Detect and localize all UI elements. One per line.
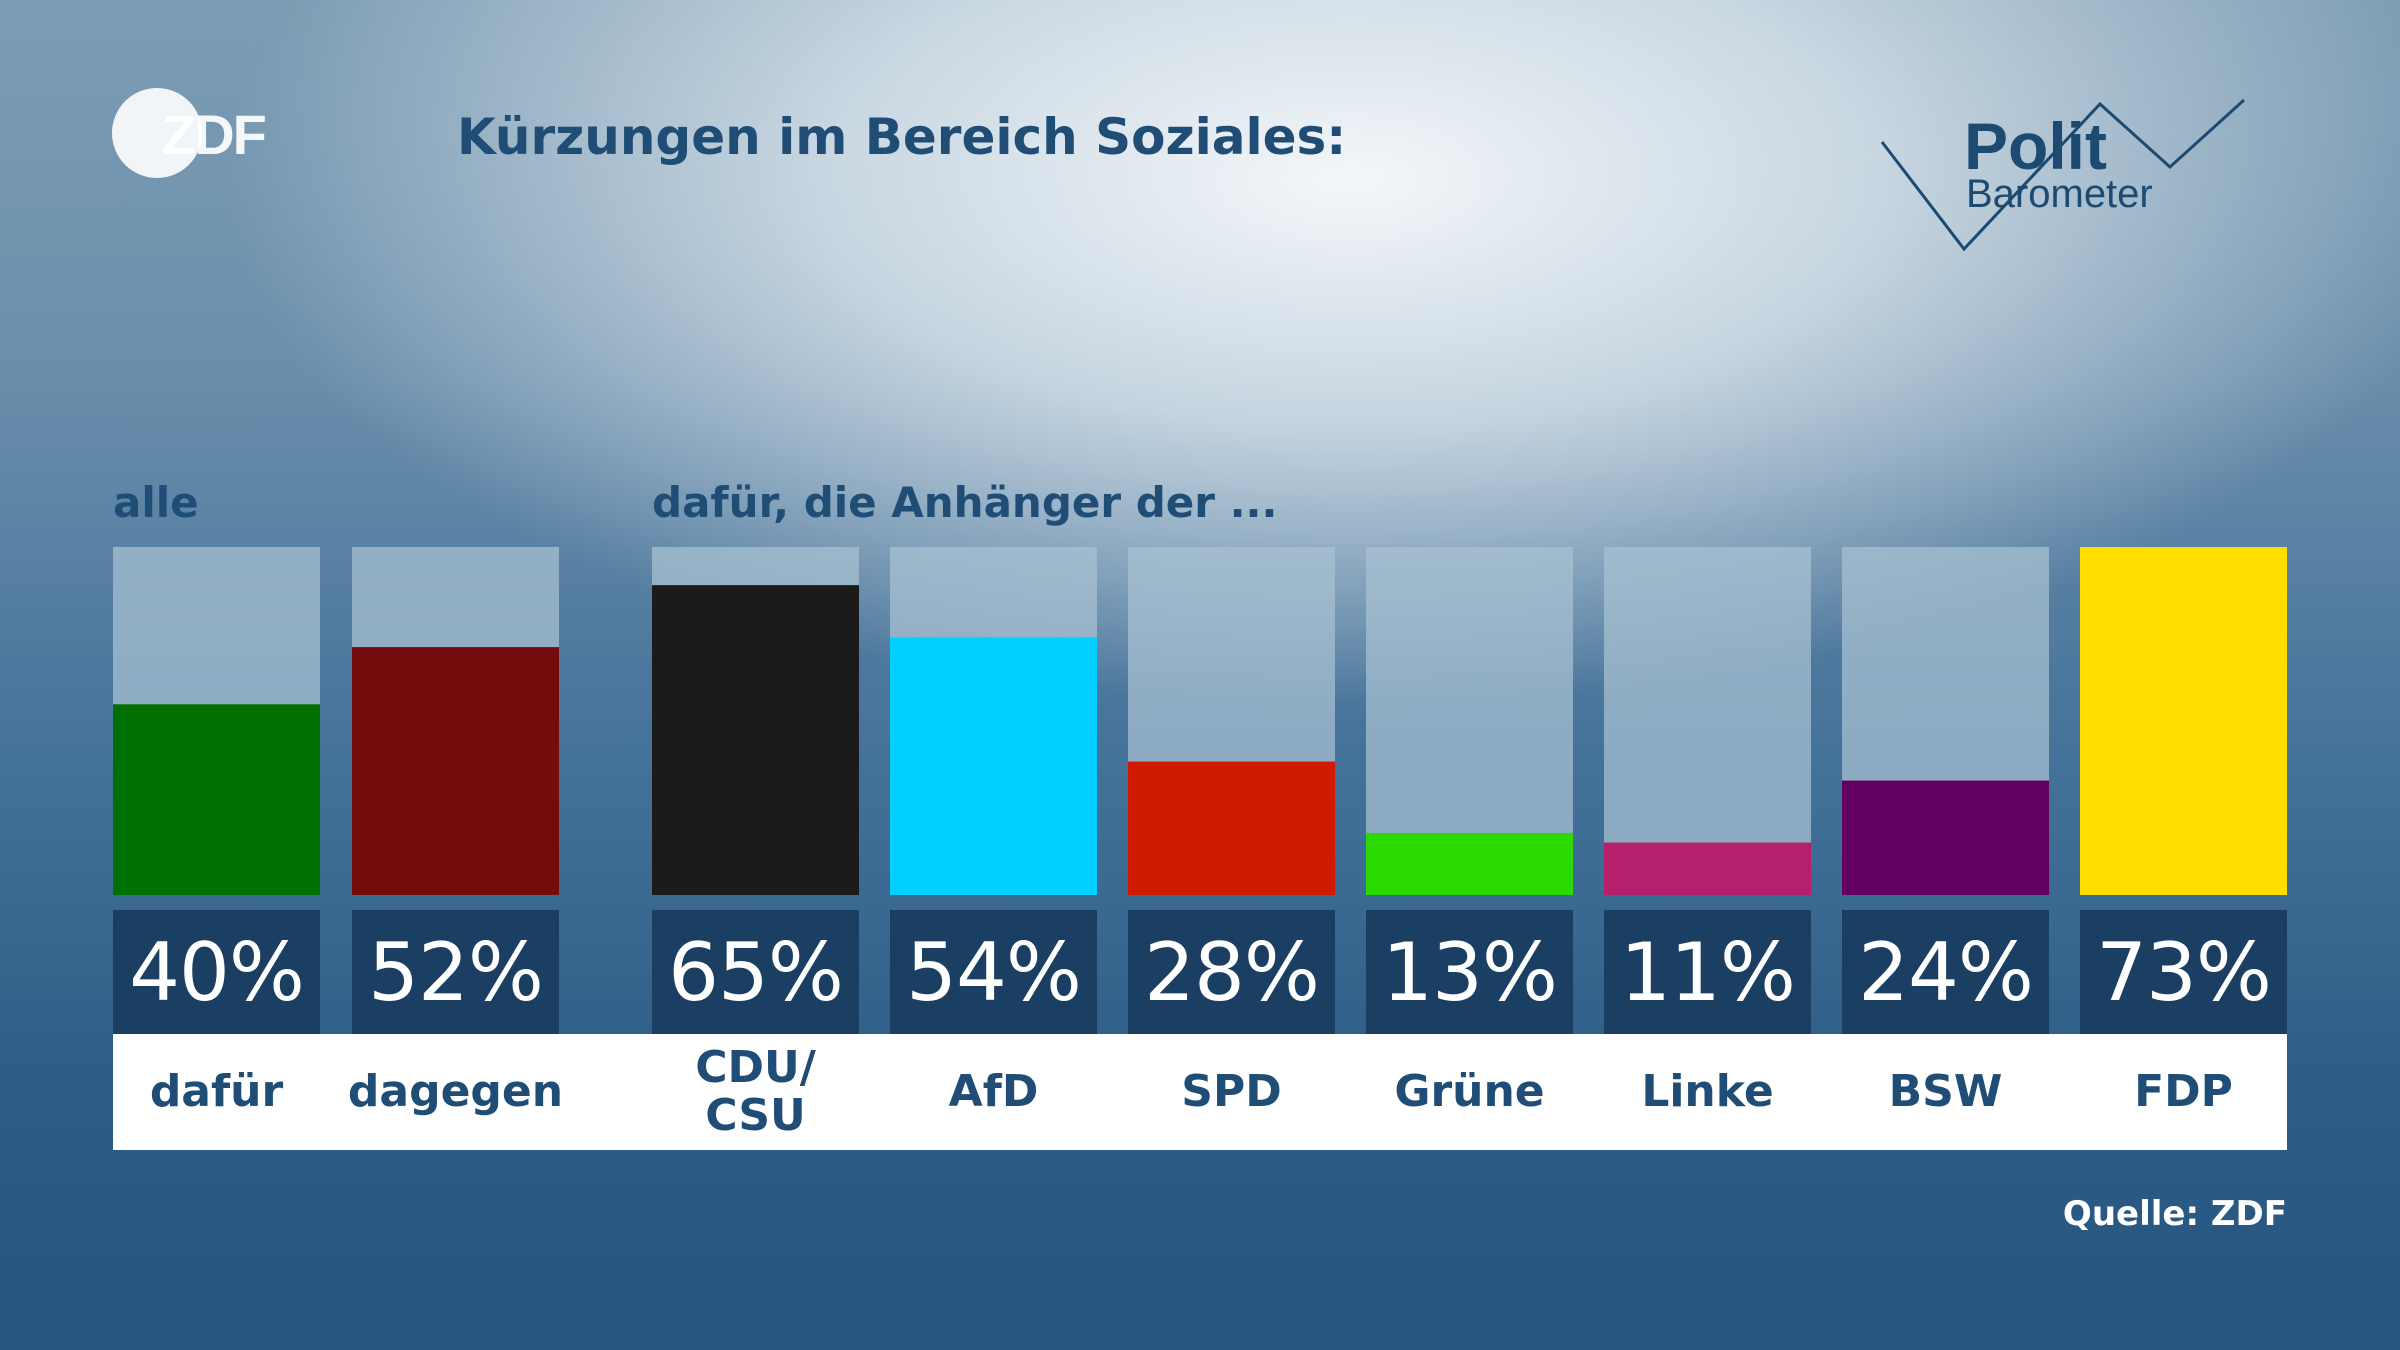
category-label-bsw: BSW [1888,1065,2003,1117]
source-note: Quelle: ZDF [2062,1194,2287,1234]
value-label-dagegen: 52% [352,910,559,1034]
category-label-band [113,1034,2287,1150]
category-label-grüne: Grüne [1394,1065,1545,1117]
value-label-dafür: 40% [113,910,320,1034]
politbarometer-zigzag [1880,98,2246,252]
bar-dagegen [352,647,559,895]
value-label-grüne: 13% [1366,910,1573,1034]
value-label-afd: 54% [890,910,1097,1034]
value-label-linke: 11% [1604,910,1811,1034]
politbarometer-logo-line2: Barometer [1966,172,2153,216]
zdf-logo-text: ZDF [162,103,267,166]
category-label-dagegen: dagegen [347,1065,564,1117]
category-label-fdp: FDP [2134,1065,2233,1117]
zdf-logo-circle [112,88,202,178]
bar-dafür [113,704,320,895]
category-label-afd: AfD [948,1065,1039,1117]
value-label-spd: 28% [1128,910,1335,1034]
bar-bsw [1842,780,2049,895]
group-label-alle: alle [113,478,199,527]
value-label-cdu-csu: 65% [652,910,859,1034]
group-label-parties: dafür, die Anhänger der ... [652,478,1278,527]
bar-fdp [2080,547,2287,895]
value-label-bsw: 24% [1842,910,2049,1034]
bar-cdu-csu [652,585,859,895]
zdf-logo: ZDF [112,88,282,183]
bar-track-linke [1604,547,1811,895]
bar-linke [1604,842,1811,895]
bar-spd [1128,761,1335,895]
chart-title: Kürzungen im Bereich Soziales: [457,108,1347,166]
category-label-dafür: dafür [149,1065,284,1117]
value-label-fdp: 73% [2080,910,2287,1034]
category-label-cdu-csu: CDU/ CSU [695,1041,816,1141]
category-label-linke: Linke [1641,1065,1774,1117]
bar-afd [890,637,1097,895]
bar-grüne [1366,833,1573,895]
politbarometer-logo: Polit Barometer [1880,92,2250,262]
category-label-spd: SPD [1181,1065,1282,1117]
politbarometer-logo-line1: Polit [1964,109,2107,183]
